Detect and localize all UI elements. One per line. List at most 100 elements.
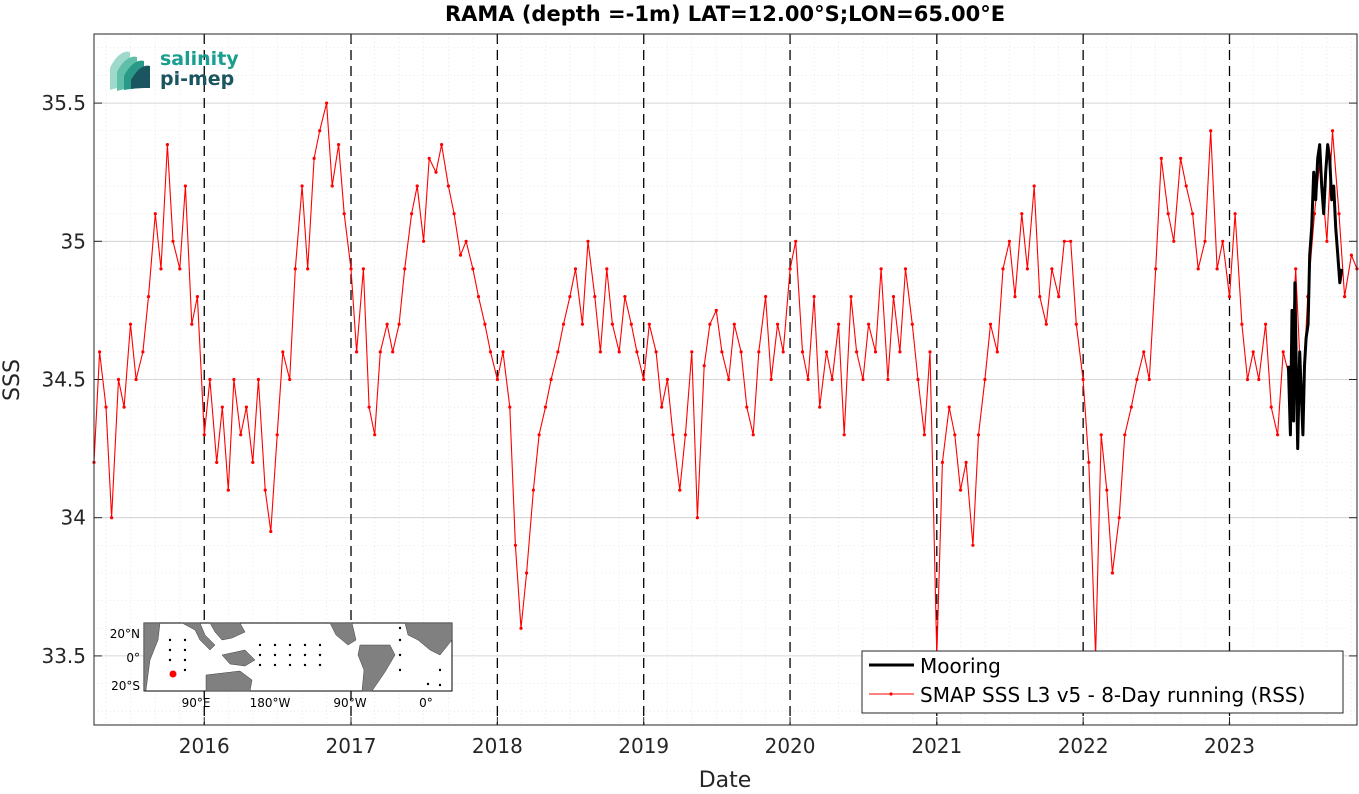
data-point-smap (842, 433, 846, 437)
data-point-smap (1349, 253, 1353, 257)
inset-map-station-marker (169, 670, 177, 678)
data-point-smap (288, 377, 292, 382)
data-point-smap (116, 377, 121, 382)
data-point-smap (1264, 322, 1268, 326)
data-point-smap (1251, 350, 1255, 354)
series-line-smap (93, 102, 1358, 657)
data-point-smap (1172, 239, 1176, 243)
data-point-smap (165, 143, 169, 147)
y-axis-label: SSS (0, 359, 25, 401)
data-point-smap (1159, 156, 1163, 160)
data-point-smap (543, 405, 548, 409)
data-point-smap (958, 488, 963, 492)
data-point-smap (525, 571, 529, 575)
data-point-smap (976, 433, 981, 437)
data-point-smap (1215, 267, 1219, 271)
data-point-smap (837, 322, 841, 326)
data-point-smap (361, 267, 365, 271)
data-point-smap (702, 364, 706, 368)
data-point-smap (745, 405, 749, 409)
data-point-smap (397, 322, 401, 326)
data-point-smap (263, 488, 267, 492)
data-point-smap (1038, 295, 1042, 299)
data-point-smap (568, 295, 572, 299)
data-point-smap (647, 322, 651, 326)
data-point-smap (378, 350, 382, 354)
data-point-smap (1050, 267, 1054, 271)
inset-lat-label: 0° (126, 651, 140, 665)
data-point-smap (434, 170, 438, 174)
data-point-smap (531, 488, 536, 492)
data-point-smap (471, 267, 475, 271)
legend-label-mooring: Mooring (920, 654, 1001, 678)
data-point-smap (573, 267, 578, 271)
data-point-smap (1196, 267, 1200, 271)
inset-map-mooring-dots (168, 626, 442, 687)
data-point-smap (318, 129, 322, 133)
data-point-smap (1081, 377, 1085, 382)
inset-lon-label: 90°E (182, 696, 211, 710)
data-point-smap (220, 405, 224, 409)
data-point-smap (720, 350, 724, 354)
data-point-smap (861, 377, 865, 382)
data-point-smap (830, 377, 834, 382)
data-point-smap (385, 322, 389, 326)
data-point-smap (947, 405, 951, 409)
data-point-smap (898, 350, 902, 354)
data-point-smap (446, 184, 450, 188)
data-point-smap (391, 350, 395, 354)
data-point-smap (171, 239, 175, 243)
data-point-smap (1087, 460, 1091, 464)
data-point-smap (824, 350, 829, 354)
data-point-smap (654, 350, 658, 354)
data-point-smap (232, 377, 236, 382)
data-point-smap (629, 322, 633, 326)
inset-lon-label: 0° (419, 696, 433, 710)
data-point-smap (1013, 295, 1017, 299)
logo-line1: salinity (160, 48, 239, 70)
data-point-smap (269, 529, 273, 534)
data-point-smap (373, 433, 377, 437)
data-point-smap (1203, 239, 1207, 243)
data-point-smap (537, 433, 541, 437)
logo-waves-icon (110, 51, 150, 91)
data-point-smap (1166, 212, 1170, 216)
data-point-smap (665, 377, 670, 382)
series-line-mooring (1286, 143, 1344, 451)
inset-lat-label: 20°N (110, 627, 140, 641)
data-point-smap (1123, 433, 1127, 437)
y-tick-label: 35 (61, 229, 86, 253)
data-point-smap (244, 405, 248, 409)
data-point-smap (275, 433, 279, 437)
data-point-smap (458, 253, 463, 257)
data-point-smap (916, 377, 920, 382)
data-point-smap (671, 433, 675, 437)
data-point-smap (178, 267, 182, 271)
data-point-smap (764, 295, 768, 299)
x-tick-label: 2023 (1204, 734, 1255, 758)
data-point-smap (623, 295, 627, 299)
data-point-smap (1001, 267, 1005, 271)
data-point-smap (910, 322, 914, 326)
data-point-smap (1007, 239, 1012, 243)
data-point-smap (1257, 377, 1261, 382)
data-point-smap (605, 267, 609, 271)
data-point-smap (610, 322, 615, 326)
logo-line2: pi-mep (160, 68, 234, 90)
data-point-smap (159, 267, 163, 271)
data-point-smap (1044, 322, 1048, 326)
y-tick-label: 35.5 (41, 91, 86, 115)
data-point-smap (1142, 350, 1146, 354)
data-point-smap (367, 405, 371, 409)
data-point-smap (800, 350, 805, 354)
data-point-smap (1276, 433, 1280, 437)
data-point-smap (953, 433, 957, 437)
x-tick-label: 2016 (179, 734, 230, 758)
data-point-smap (202, 433, 206, 437)
series-layer (92, 101, 1359, 658)
data-point-smap (593, 295, 597, 299)
legend-swatch-smap-marker (889, 692, 893, 696)
data-point-smap (226, 488, 230, 492)
salinity-pi-mep-logo: salinity pi-mep (110, 48, 239, 91)
